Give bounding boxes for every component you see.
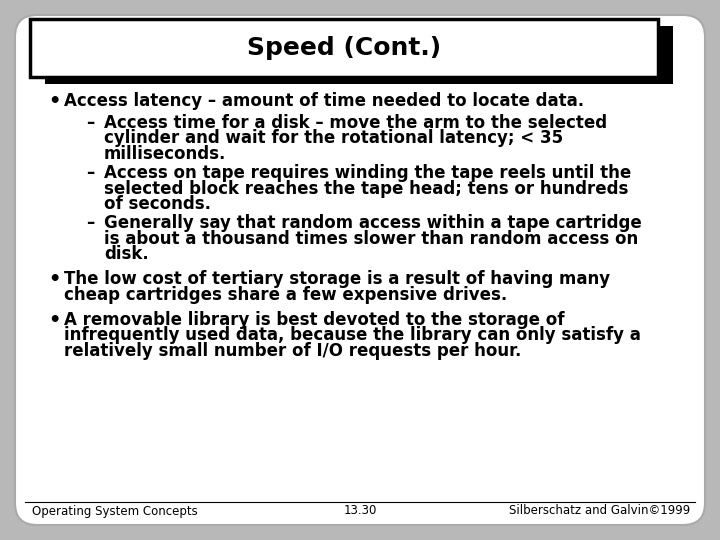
- Text: milliseconds.: milliseconds.: [104, 145, 226, 163]
- Text: –: –: [86, 114, 94, 132]
- Text: •: •: [48, 310, 60, 329]
- Text: Access on tape requires winding the tape reels until the: Access on tape requires winding the tape…: [104, 164, 631, 182]
- Text: –: –: [86, 214, 94, 232]
- Text: of seconds.: of seconds.: [104, 195, 211, 213]
- Text: cylinder and wait for the rotational latency; < 35: cylinder and wait for the rotational lat…: [104, 129, 563, 147]
- Text: relatively small number of I/O requests per hour.: relatively small number of I/O requests …: [64, 342, 521, 360]
- Text: 13.30: 13.30: [343, 504, 377, 517]
- Text: The low cost of tertiary storage is a result of having many: The low cost of tertiary storage is a re…: [64, 270, 610, 288]
- Text: cheap cartridges share a few expensive drives.: cheap cartridges share a few expensive d…: [64, 286, 508, 303]
- Text: Silberschatz and Galvin©1999: Silberschatz and Galvin©1999: [509, 504, 690, 517]
- Text: •: •: [48, 270, 60, 289]
- Text: Speed (Cont.): Speed (Cont.): [247, 36, 441, 60]
- Bar: [30, 19, 658, 77]
- Text: Generally say that random access within a tape cartridge: Generally say that random access within …: [104, 214, 642, 232]
- Text: infrequently used data, because the library can only satisfy a: infrequently used data, because the libr…: [64, 326, 641, 344]
- Text: Access latency – amount of time needed to locate data.: Access latency – amount of time needed t…: [64, 92, 584, 110]
- Text: •: •: [48, 92, 60, 111]
- Text: selected block reaches the tape head; tens or hundreds: selected block reaches the tape head; te…: [104, 180, 629, 198]
- Text: Access time for a disk – move the arm to the selected: Access time for a disk – move the arm to…: [104, 114, 607, 132]
- Text: is about a thousand times slower than random access on: is about a thousand times slower than ra…: [104, 230, 638, 248]
- Text: disk.: disk.: [104, 246, 149, 264]
- FancyBboxPatch shape: [15, 15, 705, 525]
- Text: –: –: [86, 164, 94, 182]
- Text: Operating System Concepts: Operating System Concepts: [32, 504, 198, 517]
- Bar: [45, 26, 673, 84]
- Text: A removable library is best devoted to the storage of: A removable library is best devoted to t…: [64, 310, 564, 328]
